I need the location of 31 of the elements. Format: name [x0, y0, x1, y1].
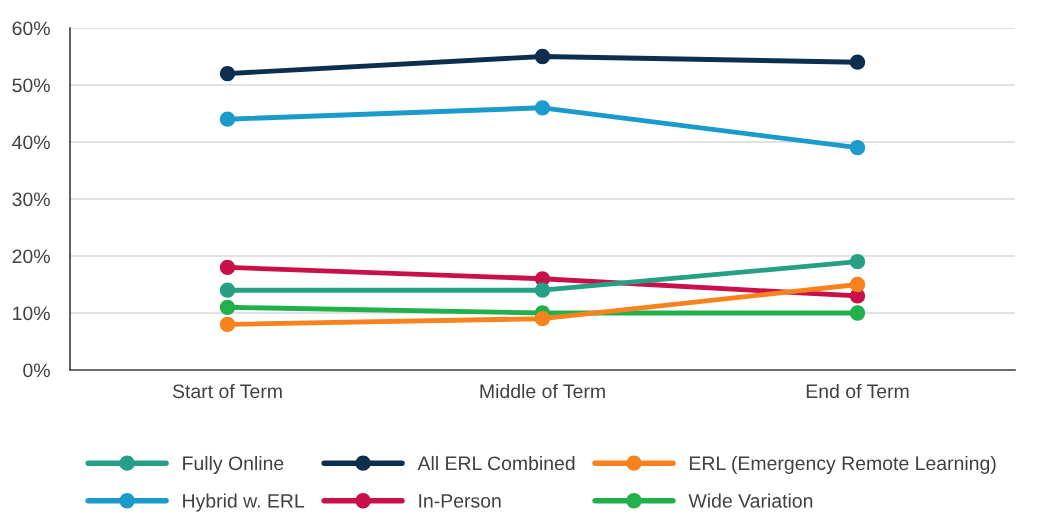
point [849, 54, 866, 70]
point [849, 140, 866, 156]
legend-label: Wide Variation [688, 493, 813, 508]
point [849, 254, 866, 270]
point [534, 311, 551, 327]
point [219, 299, 236, 315]
point [219, 282, 236, 298]
point [219, 111, 236, 127]
legend-label: ERL (Emergency Remote Learning) [690, 455, 996, 475]
x-tick-label: Start of Term [172, 383, 282, 399]
point [534, 48, 551, 65]
point [849, 305, 866, 321]
legend-label: Hybrid w. ERL [183, 493, 305, 512]
point [219, 316, 236, 333]
point [534, 282, 551, 298]
legend-label: Fully Online [183, 455, 284, 475]
y-tick-label: 20% [12, 249, 50, 264]
point [219, 259, 236, 276]
y-tick-label: 0% [23, 363, 50, 378]
x-tick-label: End of Term [806, 383, 909, 399]
legend-label: All ERL Combined [417, 455, 575, 471]
y-tick-label: 40% [12, 135, 50, 150]
point [534, 100, 551, 116]
point [849, 276, 866, 293]
point [219, 65, 236, 82]
legend-label: In-Person [419, 494, 501, 508]
y-tick-label: 10% [13, 306, 50, 321]
y-tick-label: 60% [12, 21, 50, 36]
x-tick-label: Middle of Term [480, 383, 605, 399]
y-tick-label: 30% [12, 192, 50, 207]
y-tick-label: 50% [12, 78, 50, 93]
